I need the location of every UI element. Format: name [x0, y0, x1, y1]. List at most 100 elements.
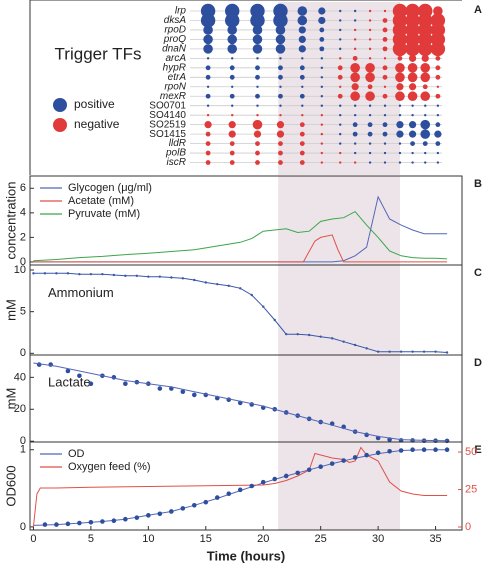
panel-label: D	[474, 357, 482, 369]
dot	[278, 93, 283, 99]
dot	[279, 85, 282, 88]
row-label: hypR	[163, 62, 186, 73]
legend-label: Pyruvate (mM)	[68, 208, 140, 220]
dot	[395, 63, 405, 73]
dot	[299, 93, 305, 99]
dot	[320, 95, 324, 98]
dot	[353, 142, 357, 145]
point	[180, 389, 186, 395]
point	[54, 522, 59, 527]
row-label: dksA	[164, 15, 187, 26]
dot	[368, 28, 372, 32]
dot	[253, 130, 262, 138]
dot	[352, 131, 358, 137]
row-label: SO2519	[149, 119, 186, 130]
dot	[299, 141, 305, 146]
dot	[301, 57, 304, 60]
point	[135, 274, 139, 278]
dot	[206, 85, 210, 88]
dot	[203, 25, 213, 35]
panel-frame	[29, 441, 463, 531]
point	[203, 499, 209, 505]
dot	[350, 72, 360, 83]
point	[249, 483, 255, 489]
dot	[405, 41, 420, 57]
dot	[420, 63, 431, 73]
y2-tick-label: 50	[465, 446, 477, 458]
dot	[368, 142, 372, 145]
dot	[408, 130, 417, 138]
dot	[435, 55, 441, 61]
dot	[297, 15, 308, 26]
dot	[422, 141, 428, 146]
point	[65, 368, 71, 374]
dot	[339, 9, 342, 13]
point	[318, 464, 323, 470]
x-tick-label: 30	[372, 533, 384, 545]
dot	[339, 113, 342, 117]
dot	[339, 57, 342, 60]
x-axis-label: Time (hours)	[207, 548, 286, 563]
dot	[408, 83, 417, 91]
point	[342, 340, 345, 343]
dot	[436, 85, 440, 88]
dot	[231, 113, 234, 117]
dot	[227, 44, 238, 54]
x-tick-label: 10	[142, 533, 154, 545]
y-tick-label: 0	[20, 256, 26, 268]
point	[250, 293, 253, 297]
dot	[408, 54, 417, 62]
dot	[383, 104, 387, 107]
point	[365, 347, 368, 350]
dot	[352, 122, 358, 128]
dot	[299, 131, 305, 137]
point	[262, 305, 265, 308]
point	[398, 448, 404, 453]
dot	[352, 55, 358, 61]
dot	[275, 44, 286, 54]
row-label: proQ	[163, 34, 186, 45]
shaded-region	[278, 2, 400, 175]
dot	[206, 113, 210, 117]
dot	[299, 122, 305, 128]
point	[273, 318, 276, 322]
point	[111, 518, 117, 524]
dot	[339, 47, 342, 51]
point	[330, 337, 334, 340]
dot	[279, 104, 282, 107]
dot	[278, 150, 283, 156]
point	[445, 351, 449, 354]
y2-tick-label: 25	[465, 483, 477, 495]
dot	[231, 57, 234, 60]
y-tick-label: 0	[20, 435, 26, 447]
series-line	[33, 234, 448, 263]
point	[272, 476, 278, 482]
dot	[365, 91, 375, 102]
dot	[299, 150, 305, 156]
dot	[320, 104, 324, 107]
dot	[298, 26, 306, 34]
dot	[382, 27, 388, 33]
dot	[433, 6, 443, 16]
dot	[228, 130, 236, 138]
point	[100, 519, 105, 524]
dot	[436, 104, 440, 107]
point	[43, 272, 47, 275]
point	[260, 479, 266, 485]
dot	[339, 85, 342, 88]
dot	[255, 74, 260, 80]
point	[89, 272, 93, 276]
dot	[231, 104, 234, 107]
dot	[318, 16, 326, 25]
dot	[367, 131, 373, 137]
dot	[203, 34, 213, 45]
dot	[368, 151, 372, 155]
dot	[301, 85, 304, 88]
point	[123, 381, 128, 387]
dot	[353, 104, 357, 107]
dot	[398, 161, 402, 164]
point	[227, 284, 230, 288]
point	[55, 272, 58, 275]
dot	[365, 72, 375, 83]
series-line	[33, 210, 448, 262]
